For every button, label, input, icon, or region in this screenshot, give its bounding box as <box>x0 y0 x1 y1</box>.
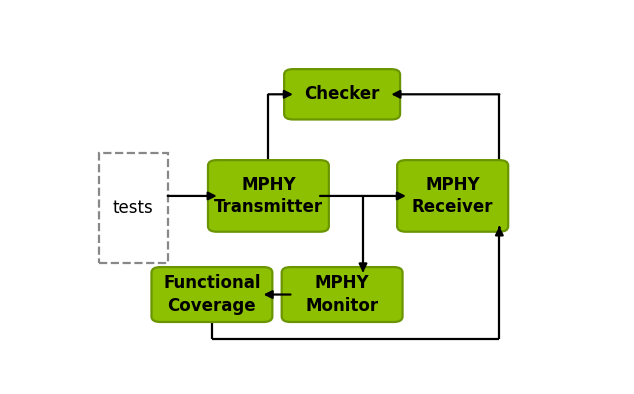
Text: tests: tests <box>113 199 153 217</box>
FancyBboxPatch shape <box>152 267 273 322</box>
Text: MPHY
Transmitter: MPHY Transmitter <box>214 176 323 216</box>
Text: MPHY
Monitor: MPHY Monitor <box>306 275 378 315</box>
FancyBboxPatch shape <box>397 160 508 232</box>
FancyBboxPatch shape <box>208 160 329 232</box>
Text: Functional
Coverage: Functional Coverage <box>163 275 261 315</box>
Text: MPHY
Receiver: MPHY Receiver <box>412 176 493 216</box>
Bar <box>99 154 167 263</box>
FancyBboxPatch shape <box>284 69 400 119</box>
FancyBboxPatch shape <box>281 267 403 322</box>
Text: Checker: Checker <box>304 85 380 103</box>
